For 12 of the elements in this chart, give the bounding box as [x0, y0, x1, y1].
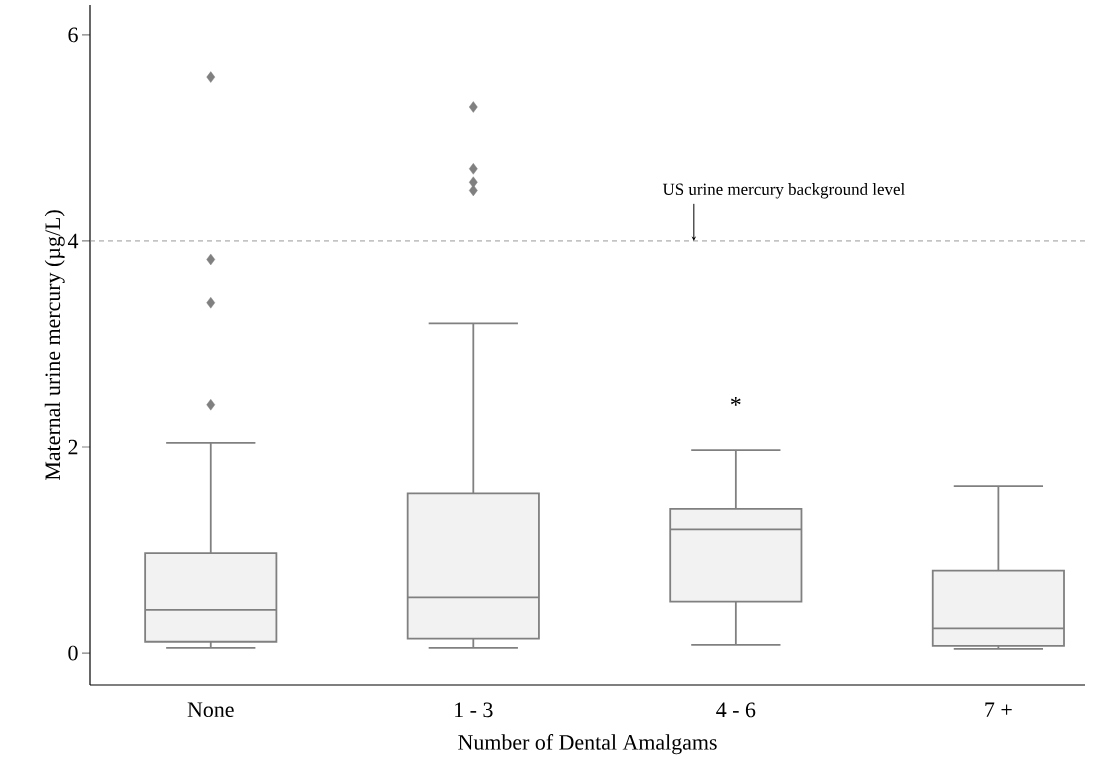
y-tick-label: 6: [68, 27, 78, 43]
y-tick-label: 4: [67, 233, 79, 249]
x-axis-title: Number of Dental Amalgams: [458, 734, 717, 755]
x-tick-label: 7 +: [985, 702, 1012, 717]
ref-line-label: US urine mercury background level: [662, 183, 905, 199]
y-axis-title: Maternal urine mercury (µg/L): [44, 210, 65, 481]
annotation: *: [730, 397, 741, 406]
y-tick-label: 0: [68, 645, 78, 661]
x-tick-label: None: [187, 702, 234, 718]
x-tick-label: 4 - 6: [716, 702, 756, 718]
y-tick-label: 2: [68, 439, 78, 455]
x-tick-label: 1 - 3: [455, 702, 493, 718]
